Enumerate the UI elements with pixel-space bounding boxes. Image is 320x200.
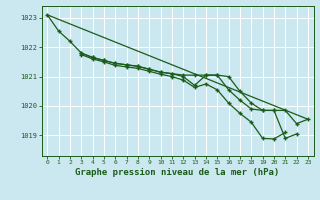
X-axis label: Graphe pression niveau de la mer (hPa): Graphe pression niveau de la mer (hPa) xyxy=(76,168,280,177)
